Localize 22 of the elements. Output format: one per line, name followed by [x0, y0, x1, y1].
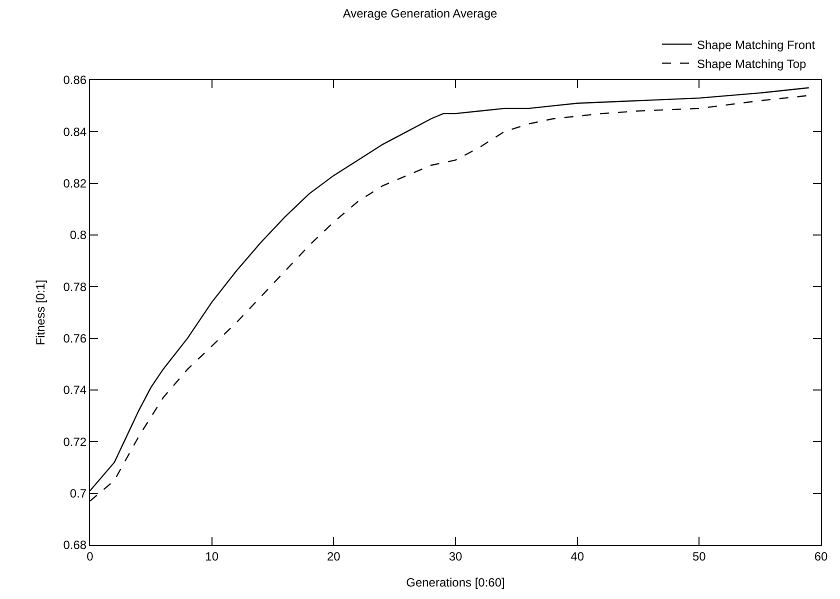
y-tick-label: 0.76: [63, 332, 87, 346]
x-tick-label: 50: [692, 549, 706, 564]
legend-label: Shape Matching Top: [697, 56, 807, 71]
y-tick-label: 0.78: [63, 280, 87, 294]
y-tick-label: 0.82: [63, 176, 87, 191]
y-axis-title: Fitness [0:1]: [34, 280, 48, 346]
legend-label: Shape Matching Front: [697, 38, 816, 52]
y-tick-label: 0.72: [63, 434, 87, 449]
y-tick-label: 0.84: [63, 124, 87, 139]
x-tick-label: 40: [570, 549, 584, 564]
y-tick-label: 0.86: [63, 73, 87, 88]
chart-title: Average Generation Average: [342, 6, 498, 20]
y-tick-label: 0.74: [63, 383, 87, 398]
x-tick-label: 60: [814, 549, 828, 564]
x-tick-label: 0: [86, 549, 94, 564]
x-tick-label: 20: [326, 549, 341, 564]
y-tick-label: 0.7: [70, 486, 87, 501]
y-tick-label: 0.68: [63, 538, 87, 552]
y-tick-label: 0.8: [70, 228, 87, 242]
x-tick-label: 30: [448, 549, 462, 564]
x-axis-title: Generations [0:60]: [406, 575, 505, 590]
x-tick-label: 10: [205, 549, 219, 564]
